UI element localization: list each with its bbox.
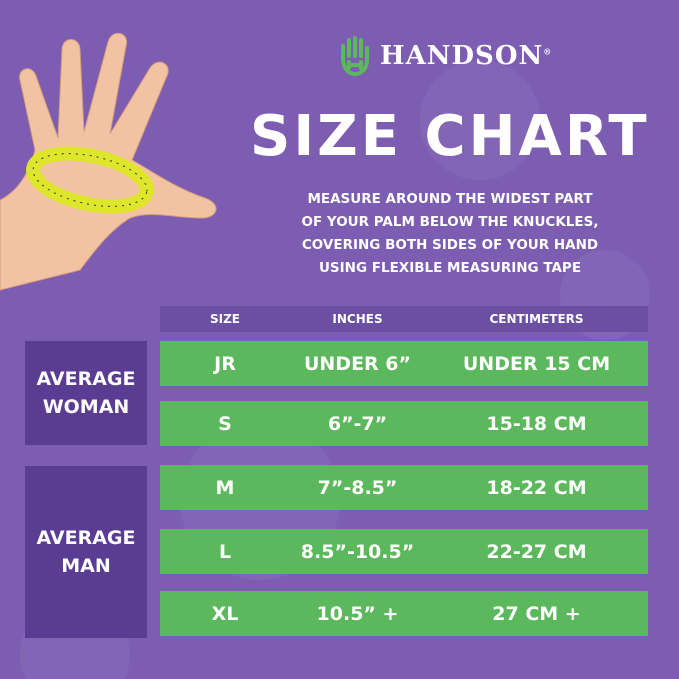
cell-cm: 15-18 CM [486,412,587,435]
table-row: S 6”-7” 15-18 CM [160,401,648,446]
measuring-instructions: MEASURE AROUND THE WIDEST PART OF YOUR P… [250,188,650,280]
cell-inches: 7”-8.5” [317,476,398,499]
cell-size: L [218,540,232,563]
brand-logo: HANDSON® [338,36,552,76]
cell-cm: 27 CM + [492,602,581,625]
header-size: SIZE [209,312,240,326]
background-bubble [420,60,540,180]
table-row: XL 10.5” + 27 CM + [160,591,648,636]
instruction-line: COVERING BOTH SIDES OF YOUR HAND [301,237,599,253]
header-centimeters: CENTIMETERS [489,312,584,326]
cell-inches: 6”-7” [327,412,388,435]
table-row: M 7”-8.5” 18-22 CM [160,465,648,510]
cell-inches: 8.5”-10.5” [300,540,415,563]
cell-size: JR [214,352,236,375]
group-label: AVERAGE MAN [36,527,136,577]
cell-cm: 18-22 CM [486,476,587,499]
table-header: SIZE INCHES CENTIMETERS [160,306,648,332]
cell-cm: UNDER 15 CM [462,352,611,375]
hand-with-measuring-tape-image [0,32,217,291]
hand-logo-icon [341,36,369,76]
header-inches: INCHES [332,312,383,326]
cell-size: M [215,476,235,499]
page-title: SIZE CHART [250,104,650,169]
cell-size: S [218,412,232,435]
instruction-line: USING FLEXIBLE MEASURING TAPE [318,260,582,276]
group-average-woman: AVERAGE WOMAN [25,341,147,445]
table-row: JR UNDER 6” UNDER 15 CM [160,341,648,386]
instruction-line: OF YOUR PALM BELOW THE KNUCKLES, [301,214,599,230]
group-label: AVERAGE WOMAN [36,368,136,418]
cell-inches: 10.5” + [316,602,399,625]
table-row: L 8.5”-10.5” 22-27 CM [160,529,648,574]
instruction-line: MEASURE AROUND THE WIDEST PART [307,191,593,207]
cell-inches: UNDER 6” [303,352,412,375]
cell-size: XL [211,602,239,625]
group-average-man: AVERAGE MAN [25,466,147,638]
cell-cm: 22-27 CM [486,540,587,563]
brand-name: HANDSON® [380,41,553,71]
